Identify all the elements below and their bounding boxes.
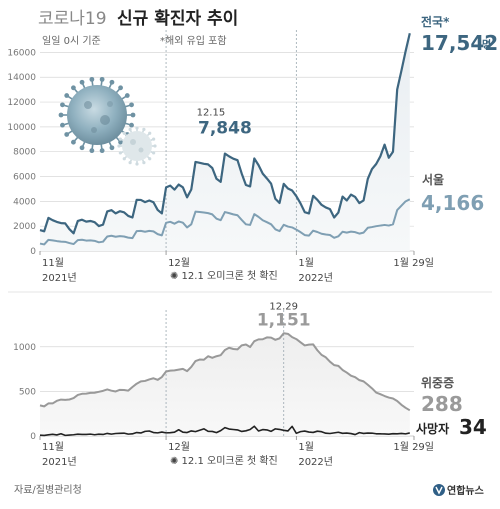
confirmed-area: [40, 33, 410, 251]
severe-line: [39, 332, 411, 412]
x-tick-sublabel: 2022년: [298, 272, 333, 284]
omicron-event-label: ✺ 12.1 오미크론 첫 확진: [170, 270, 278, 282]
title-prefix: 코로나19: [38, 9, 107, 29]
y-tick-label: 6000: [13, 173, 36, 183]
x-tick-label: 12월: [168, 257, 190, 269]
y-tick-label: 14000: [7, 73, 36, 83]
severe-area: [40, 333, 410, 436]
y-tick-label: 4000: [13, 197, 36, 207]
virus-illustration: [58, 76, 157, 166]
y-tick-label: 16000: [7, 48, 36, 58]
x-tick-sublabel: 2021년: [42, 272, 77, 284]
severe-peak-date: 12.29: [269, 301, 298, 312]
logo: 연합뉴스: [433, 484, 484, 497]
x-tick-label: 11월: [42, 441, 64, 453]
y-tick-label: 10000: [7, 123, 36, 133]
national-peak-date: 12.15: [197, 108, 226, 119]
confirmed-x-axis: 11월 2021년 12월 1월 2022년 1월 29일: [39, 251, 434, 284]
deaths-series-name: 사망자: [416, 421, 449, 436]
x-tick-sublabel: 2022년: [298, 456, 333, 468]
x-tick-label: 12월: [168, 441, 190, 453]
y-tick-label: 1000: [13, 343, 36, 353]
overseas-note: *해외 유입 포함: [160, 34, 227, 47]
omicron-event-label-bottom: ✺ 12.1 오미크론 첫 확진: [170, 455, 278, 467]
severe-guides: [165, 310, 285, 436]
area-fill: [40, 33, 410, 251]
x-tick-sublabel: 2021년: [42, 456, 77, 468]
confirmed-lines: [39, 33, 411, 246]
national-peak-value: 7,848: [198, 119, 252, 139]
x-tick-label: 1월 29일: [393, 441, 434, 453]
x-tick-label: 1월: [298, 257, 314, 269]
logo-text: 연합뉴스: [447, 484, 484, 497]
deaths-latest-value: 34: [459, 415, 487, 439]
national-line: [39, 33, 411, 235]
y-tick-label: 500: [19, 387, 36, 397]
deaths-line: [39, 425, 410, 437]
severe-series-name: 위중증: [421, 376, 454, 390]
national-series-name: 전국*: [421, 14, 450, 29]
basis-note: 일일 0시 기준: [42, 35, 101, 47]
severe-lines: [39, 332, 411, 437]
x-tick-label: 1월 29일: [393, 257, 434, 269]
confirmed-y-axis: 0 2000 4000 6000 8000 10000 12000 14000 16000: [7, 48, 36, 257]
severe-latest-value: 288: [421, 392, 463, 416]
area-fill: [40, 333, 410, 436]
page-title: 신규 확진자 추이: [117, 9, 238, 29]
y-tick-label: 2000: [13, 222, 36, 232]
confirmed-guides: [165, 30, 297, 251]
severe-x-axis: 11월 2021년 12월 1월 2022년 1월 29일: [39, 436, 434, 468]
national-latest-value: 17,542: [421, 31, 498, 55]
national-unit: 명: [482, 38, 491, 51]
source-credit: 자료/질병관리청: [14, 484, 82, 496]
y-tick-label: 0: [30, 247, 36, 257]
severe-peak-value: 1,151: [257, 310, 311, 330]
seoul-line: [39, 198, 411, 246]
seoul-latest-value: 4,166: [421, 191, 484, 215]
seoul-series-name: 서울: [422, 172, 444, 187]
severe-y-axis: 0 500 1000: [13, 343, 36, 442]
y-tick-label: 0: [30, 432, 36, 442]
y-tick-label: 8000: [13, 148, 36, 158]
x-tick-label: 1월: [298, 441, 314, 453]
y-tick-label: 12000: [7, 98, 36, 108]
x-tick-label: 11월: [42, 257, 64, 269]
